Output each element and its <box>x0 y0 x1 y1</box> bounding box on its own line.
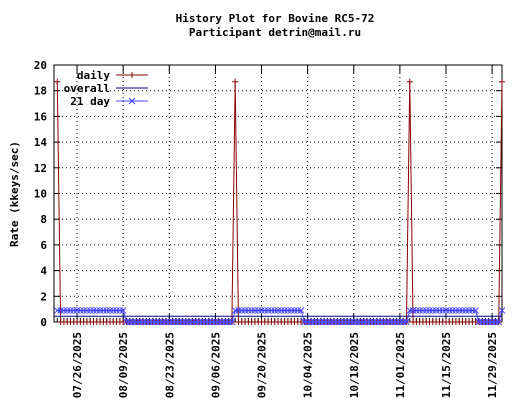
y-tick-label: 4 <box>40 265 47 278</box>
series-layer <box>53 78 506 326</box>
y-tick-label: 20 <box>34 59 47 72</box>
y-tick-label: 0 <box>40 316 47 329</box>
data-point <box>403 318 410 326</box>
data-point <box>232 78 239 85</box>
data-point <box>495 318 503 326</box>
y-tick-label: 6 <box>40 239 47 252</box>
chart-title: History Plot for Bovine RC5-72 <box>176 12 375 25</box>
y-tick-label: 14 <box>34 136 48 149</box>
data-point <box>54 78 61 85</box>
x-tick-label: 11/15/2025 <box>440 332 453 398</box>
series-line <box>56 81 503 323</box>
data-point <box>297 307 305 314</box>
y-tick-label: 12 <box>34 162 47 175</box>
axes: 0 2 4 6 8 10 12 14 16 18 20 07/26/2025 08/09/2025 08/… <box>34 59 503 398</box>
series-21-day <box>53 307 506 326</box>
legend-label: daily <box>77 69 110 82</box>
y-tick-label: 8 <box>40 213 47 226</box>
x-tick-label: 09/06/2025 <box>209 332 222 398</box>
y-tick-label: 16 <box>34 110 48 123</box>
series-daily <box>54 78 505 325</box>
data-point <box>228 318 236 326</box>
legend-label: overall <box>64 82 110 95</box>
x-tick-label: 11/01/2025 <box>394 332 407 398</box>
legend-label: 21 day <box>70 95 110 108</box>
x-tick-label: 08/23/2025 <box>163 332 176 398</box>
x-tick-label: 09/20/2025 <box>256 332 269 398</box>
y-tick-label: 18 <box>34 85 47 98</box>
x-tick-label: 10/04/2025 <box>302 332 315 398</box>
grid <box>54 65 502 322</box>
x-tick-label: 08/09/2025 <box>117 332 130 398</box>
data-point <box>406 78 413 85</box>
x-tick-label: 10/18/2025 <box>348 332 361 398</box>
y-axis-label: Rate (kkeys/sec) <box>8 141 21 247</box>
data-point <box>472 307 480 314</box>
y-tick-label: 10 <box>34 188 47 201</box>
y-tick-label: 2 <box>40 290 47 303</box>
x-tick-label: 11/29/2025 <box>486 332 499 398</box>
data-point <box>498 307 506 314</box>
chart-subtitle: Participant detrin@mail.ru <box>189 26 361 39</box>
x-tick-label: 07/26/2025 <box>71 332 84 398</box>
series-line <box>57 309 503 323</box>
data-point <box>129 72 135 78</box>
data-point <box>119 307 127 314</box>
data-point <box>128 97 136 105</box>
data-point <box>499 78 505 85</box>
